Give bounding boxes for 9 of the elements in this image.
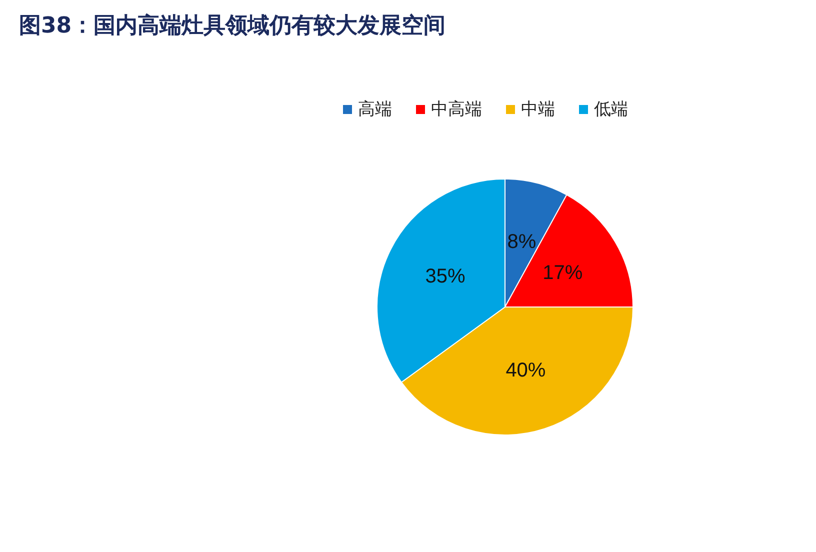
legend-label: 高端 [358, 100, 392, 120]
data-label: 35% [425, 266, 466, 288]
legend-label: 中高端 [431, 100, 482, 120]
data-label: 8% [507, 231, 536, 254]
legend-label: 中端 [521, 100, 555, 120]
data-label: 17% [542, 262, 583, 284]
legend-label: 低端 [594, 100, 628, 120]
chart-title: 图38：国内高端灶具领域仍有较大发展空间 [19, 12, 446, 38]
data-label: 40% [506, 360, 546, 382]
